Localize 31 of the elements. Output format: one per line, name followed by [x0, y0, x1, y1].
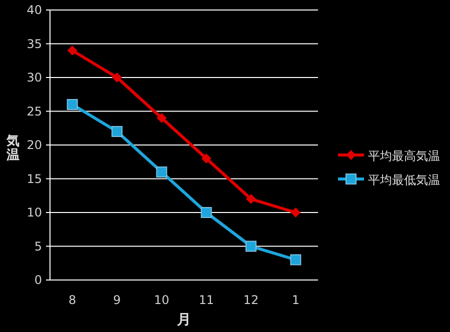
legend-label: 平均最低気温	[368, 173, 440, 187]
point	[66, 99, 78, 110]
y-tick-label: 35	[26, 36, 42, 51]
point	[67, 46, 78, 56]
x-tick-label: 10	[154, 293, 170, 307]
y-tick-label: 30	[26, 70, 42, 84]
point	[201, 154, 212, 164]
x-tick-label: 12	[243, 293, 259, 307]
point	[200, 207, 212, 218]
point	[112, 72, 122, 82]
x-tick-label: 8	[68, 293, 76, 307]
point	[246, 240, 256, 252]
y-tick-label: 0	[34, 273, 42, 287]
y-tick-label: 15	[26, 172, 42, 186]
point	[290, 254, 302, 266]
point	[156, 166, 168, 178]
x-axis-title: 月	[176, 312, 191, 328]
x-tick-label: 1	[292, 293, 300, 307]
y-tick-label: 20	[26, 138, 42, 152]
x-tick-label: 11	[198, 293, 214, 307]
y-tick-label: 5	[34, 239, 42, 254]
point	[246, 194, 256, 204]
legend-label: 平均最高気温	[368, 149, 440, 163]
y-tick-label: 25	[26, 104, 42, 118]
y-tick-label: 40	[26, 3, 42, 17]
x-tick-label: 9	[113, 293, 121, 307]
point	[290, 208, 301, 218]
point	[112, 126, 122, 137]
point	[156, 113, 167, 123]
y-tick-label: 10	[26, 206, 42, 220]
y-axis-title: 気温	[6, 134, 20, 163]
